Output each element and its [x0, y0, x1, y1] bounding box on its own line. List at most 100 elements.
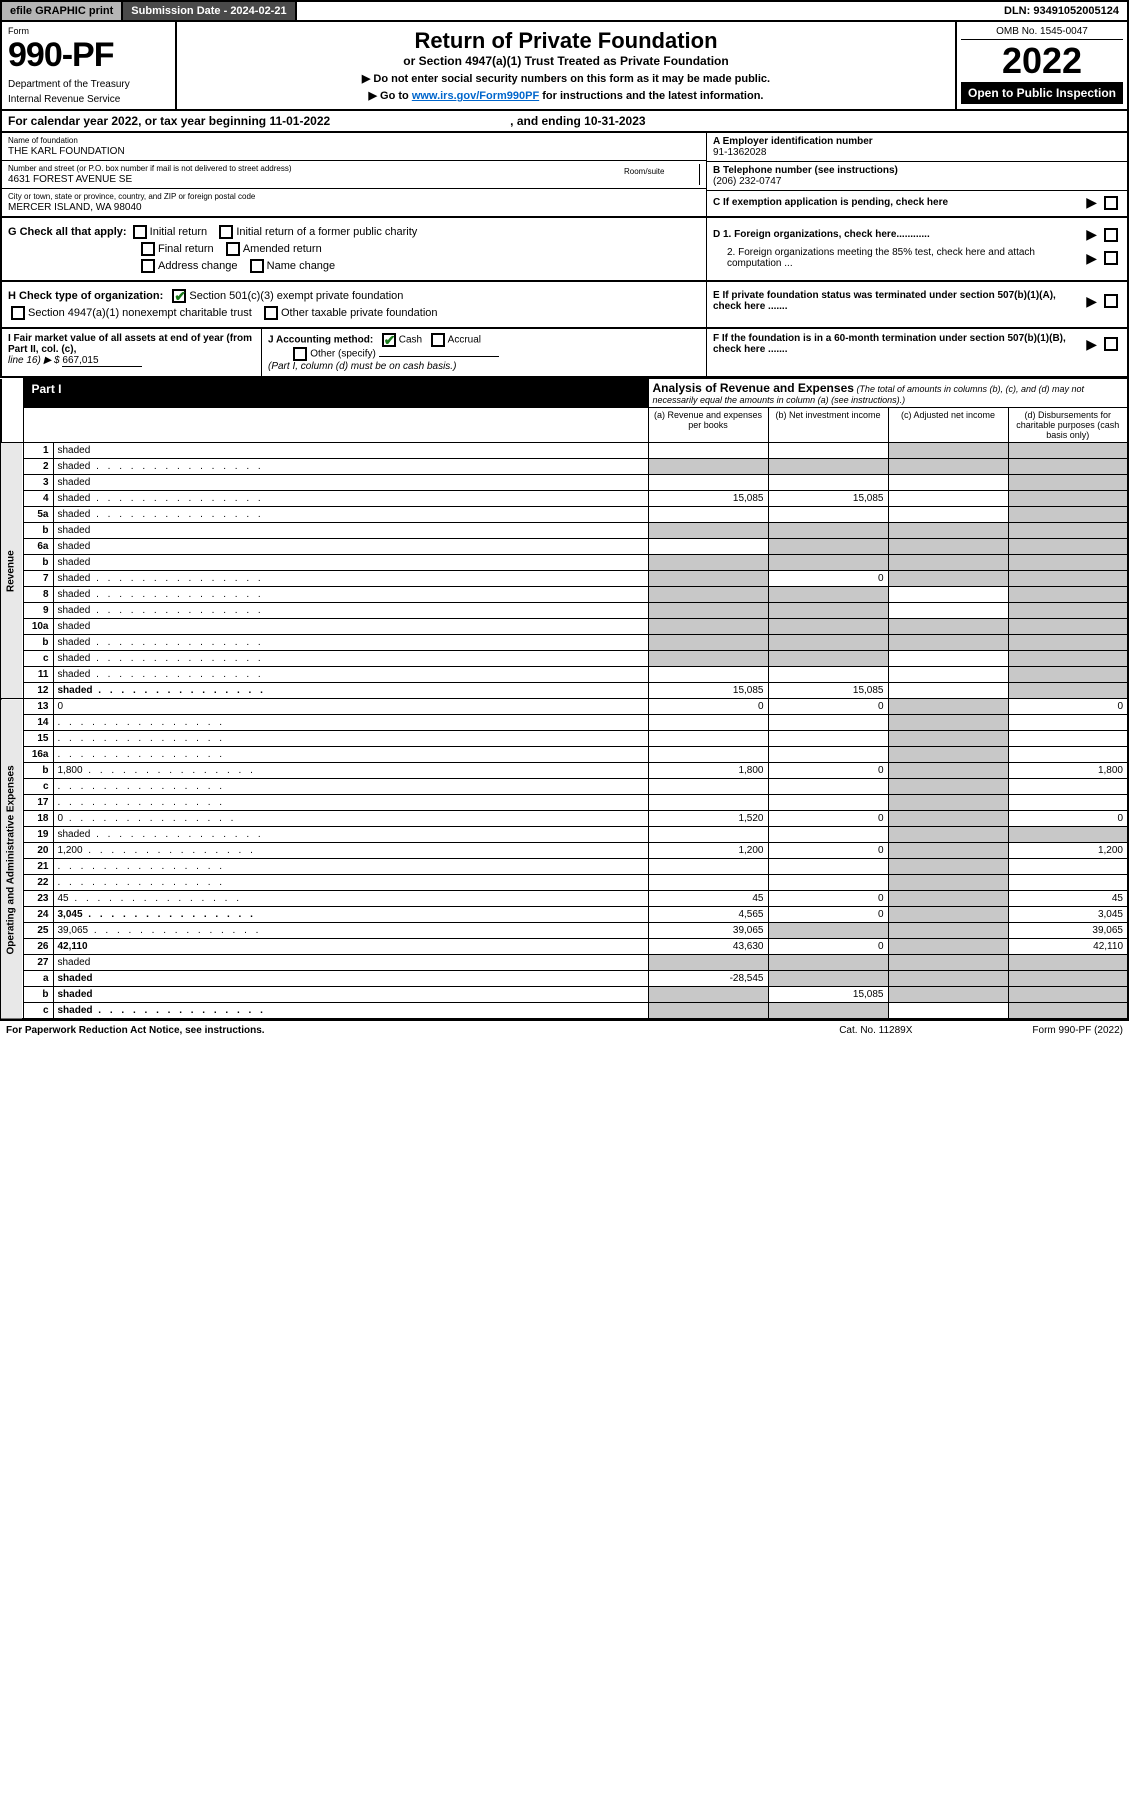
- 501c3-checkbox[interactable]: [172, 289, 186, 303]
- table-row: 4shaded15,08515,085: [1, 491, 1128, 507]
- cell-c: [888, 587, 1008, 603]
- street-address: 4631 FOREST AVENUE SE: [8, 174, 620, 185]
- cell-c: [888, 923, 1008, 939]
- table-row: 14: [1, 715, 1128, 731]
- table-row: Operating and Administrative Expenses130…: [1, 699, 1128, 715]
- line-description: 42,110: [53, 939, 648, 955]
- line-description: shaded: [53, 635, 648, 651]
- cell-a: [648, 1003, 768, 1020]
- cell-d: [1008, 539, 1128, 555]
- other-taxable-checkbox[interactable]: [264, 306, 278, 320]
- cell-d: [1008, 731, 1128, 747]
- cell-c: [888, 539, 1008, 555]
- foundation-name: THE KARL FOUNDATION: [8, 146, 700, 157]
- table-row: 11shaded: [1, 667, 1128, 683]
- cell-b: [768, 443, 888, 459]
- table-row: 16a: [1, 747, 1128, 763]
- accrual-checkbox[interactable]: [431, 333, 445, 347]
- line-number: 3: [23, 475, 53, 491]
- cell-c: [888, 875, 1008, 891]
- open-to-public: Open to Public Inspection: [961, 82, 1123, 104]
- line-number: 17: [23, 795, 53, 811]
- line-description: shaded: [53, 651, 648, 667]
- line-number: 1: [23, 443, 53, 459]
- cell-a: [648, 651, 768, 667]
- cell-b: 0: [768, 763, 888, 779]
- d1-checkbox[interactable]: [1104, 228, 1118, 242]
- cell-c: [888, 443, 1008, 459]
- cell-a: 0: [648, 699, 768, 715]
- cell-c: [888, 667, 1008, 683]
- table-row: 2shaded: [1, 459, 1128, 475]
- form-number: 990-PF: [8, 36, 169, 75]
- final-return-checkbox[interactable]: [141, 242, 155, 256]
- cell-c: [888, 747, 1008, 763]
- cell-a: 1,800: [648, 763, 768, 779]
- amended-return-checkbox[interactable]: [226, 242, 240, 256]
- line-number: a: [23, 971, 53, 987]
- cell-d: [1008, 955, 1128, 971]
- line-description: 45: [53, 891, 648, 907]
- table-row: 1801,52000: [1, 811, 1128, 827]
- cell-a: [648, 475, 768, 491]
- line-description: shaded: [53, 507, 648, 523]
- tax-year: 2022: [961, 40, 1123, 82]
- table-row: 5ashaded: [1, 507, 1128, 523]
- other-method-checkbox[interactable]: [293, 347, 307, 361]
- table-row: cshaded: [1, 651, 1128, 667]
- line-description: shaded: [53, 1003, 648, 1020]
- table-row: 12shaded15,08515,085: [1, 683, 1128, 699]
- cell-b: [768, 555, 888, 571]
- pending-checkbox[interactable]: [1104, 196, 1118, 210]
- col-d-header: (d) Disbursements for charitable purpose…: [1008, 408, 1128, 443]
- cell-c: [888, 603, 1008, 619]
- line-description: [53, 859, 648, 875]
- cell-a: [648, 523, 768, 539]
- cell-b: 0: [768, 699, 888, 715]
- cell-c: [888, 683, 1008, 699]
- cell-b: [768, 459, 888, 475]
- phone-value: (206) 232-0747: [713, 176, 1121, 187]
- cell-b: [768, 731, 888, 747]
- table-row: ashaded-28,545: [1, 971, 1128, 987]
- cell-d: [1008, 987, 1128, 1003]
- line-number: 4: [23, 491, 53, 507]
- f-checkbox[interactable]: [1104, 337, 1118, 351]
- table-row: 3shaded: [1, 475, 1128, 491]
- fmv-label: I Fair market value of all assets at end…: [8, 333, 252, 355]
- cell-a: [648, 715, 768, 731]
- initial-former-checkbox[interactable]: [219, 225, 233, 239]
- cell-d: [1008, 491, 1128, 507]
- e-checkbox[interactable]: [1104, 294, 1118, 308]
- line-number: 13: [23, 699, 53, 715]
- cell-d: 3,045: [1008, 907, 1128, 923]
- cell-a: [648, 955, 768, 971]
- irs-link[interactable]: www.irs.gov/Form990PF: [412, 90, 539, 102]
- table-row: 234545045: [1, 891, 1128, 907]
- cell-a: 15,085: [648, 683, 768, 699]
- d2-checkbox[interactable]: [1104, 251, 1118, 265]
- line-description: [53, 795, 648, 811]
- cell-c: [888, 859, 1008, 875]
- cell-d: [1008, 859, 1128, 875]
- line-number: 21: [23, 859, 53, 875]
- cell-d: 1,200: [1008, 843, 1128, 859]
- name-change-checkbox[interactable]: [250, 259, 264, 273]
- cell-d: [1008, 571, 1128, 587]
- cell-a: -28,545: [648, 971, 768, 987]
- address-change-checkbox[interactable]: [141, 259, 155, 273]
- line-number: 24: [23, 907, 53, 923]
- 4947-checkbox[interactable]: [11, 306, 25, 320]
- cell-a: [648, 987, 768, 1003]
- line-description: shaded: [53, 603, 648, 619]
- initial-return-checkbox[interactable]: [133, 225, 147, 239]
- line-description: shaded: [53, 683, 648, 699]
- line-number: b: [23, 763, 53, 779]
- cash-checkbox[interactable]: [382, 333, 396, 347]
- address-label: Number and street (or P.O. box number if…: [8, 164, 620, 173]
- line-description: shaded: [53, 971, 648, 987]
- cell-b: [768, 651, 888, 667]
- cell-b: 0: [768, 811, 888, 827]
- line-description: 1,200: [53, 843, 648, 859]
- cell-d: 0: [1008, 811, 1128, 827]
